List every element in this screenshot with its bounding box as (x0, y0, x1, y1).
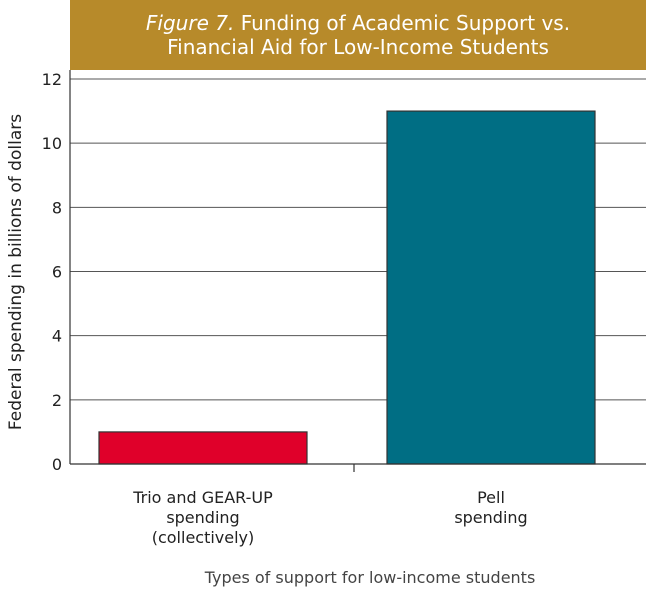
figure-number: Figure 7. (145, 11, 235, 35)
title-text-1: Funding of Academic Support vs. (240, 11, 571, 35)
y-tick-label: 10 (42, 134, 62, 153)
y-tick-label: 12 (42, 70, 62, 89)
y-tick-label: 8 (52, 198, 62, 217)
bar-0 (98, 431, 308, 465)
y-tick-label: 2 (52, 391, 62, 410)
title-line-2: Financial Aid for Low-Income Students (167, 35, 549, 59)
title-line-1: Figure 7. Funding of Academic Support vs… (70, 11, 646, 35)
y-tick-label: 4 (52, 327, 62, 346)
y-tick-label: 6 (52, 263, 62, 282)
category-label: Pell spending (454, 488, 528, 527)
axes (69, 70, 646, 472)
x-axis-label: Types of support for low-income students (204, 568, 536, 587)
chart-title: Figure 7. Funding of Academic Support vs… (70, 0, 646, 70)
y-axis-label: Federal spending in billions of dollars (6, 113, 26, 431)
bar-1 (386, 110, 596, 465)
y-axis-ticks: 0 2 4 6 8 10 12 (42, 70, 62, 474)
y-tick-label: 0 (52, 455, 62, 474)
category-label: Trio and GEAR-UP spending (collectively) (133, 488, 273, 547)
bars (98, 110, 596, 465)
